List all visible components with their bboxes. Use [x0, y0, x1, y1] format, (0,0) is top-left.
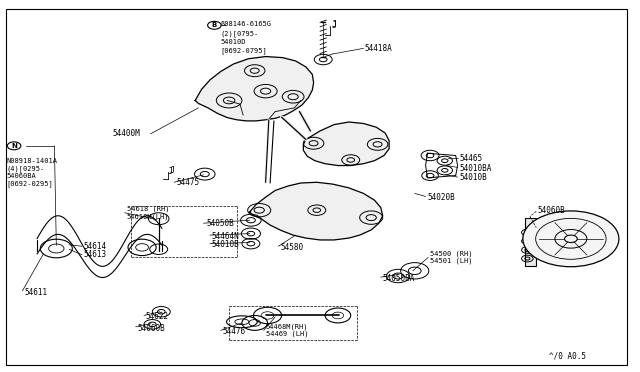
Text: 54464N: 54464N: [211, 232, 239, 241]
Text: 54050BA: 54050BA: [383, 274, 415, 283]
Text: J: J: [332, 21, 337, 30]
Text: 54060B: 54060B: [538, 206, 565, 215]
Text: [0692-0795]: [0692-0795]: [221, 47, 268, 54]
Bar: [525, 218, 536, 266]
Circle shape: [523, 211, 619, 267]
Text: ^/0 A0.5: ^/0 A0.5: [549, 352, 586, 361]
Text: 54475: 54475: [176, 178, 199, 187]
Polygon shape: [250, 182, 383, 240]
Text: 54418A: 54418A: [365, 44, 392, 53]
Text: 54400M: 54400M: [112, 129, 140, 138]
Text: J: J: [170, 166, 175, 175]
Text: J: J: [332, 20, 337, 29]
Text: 54468M(RH): 54468M(RH): [266, 323, 308, 330]
Text: ß08146-6165G: ß08146-6165G: [221, 21, 272, 27]
Text: J: J: [168, 167, 173, 176]
Text: 54465: 54465: [460, 154, 483, 163]
Polygon shape: [195, 57, 314, 121]
Polygon shape: [303, 122, 389, 166]
Text: B: B: [212, 22, 217, 28]
Text: 54469 (LH): 54469 (LH): [266, 331, 308, 337]
Text: 54580: 54580: [280, 243, 303, 252]
Text: 54501 (LH): 54501 (LH): [430, 258, 472, 264]
Text: N08918-1401A
(4)[0295-
54060BA
[0692-0295]: N08918-1401A (4)[0295- 54060BA [0692-029…: [6, 158, 58, 187]
Text: (2)[0795-: (2)[0795-: [221, 30, 259, 37]
Text: 54060B: 54060B: [138, 324, 165, 333]
Text: 54618M(LH): 54618M(LH): [127, 213, 169, 220]
Text: 54622: 54622: [146, 312, 169, 321]
Text: 54010B: 54010B: [460, 173, 487, 182]
Text: 54614: 54614: [83, 242, 106, 251]
Text: 54613: 54613: [83, 250, 106, 259]
Text: 54020B: 54020B: [428, 193, 455, 202]
Text: 54476: 54476: [223, 327, 246, 336]
Text: 54050B: 54050B: [206, 219, 234, 228]
Text: 54010BA: 54010BA: [460, 164, 492, 173]
Text: N: N: [11, 143, 17, 149]
Text: 54500 (RH): 54500 (RH): [430, 250, 472, 257]
Text: 54611: 54611: [24, 288, 47, 296]
Text: 54010B: 54010B: [211, 240, 239, 249]
Text: 54010D: 54010D: [221, 39, 246, 45]
Text: 54618 (RH): 54618 (RH): [127, 206, 169, 212]
